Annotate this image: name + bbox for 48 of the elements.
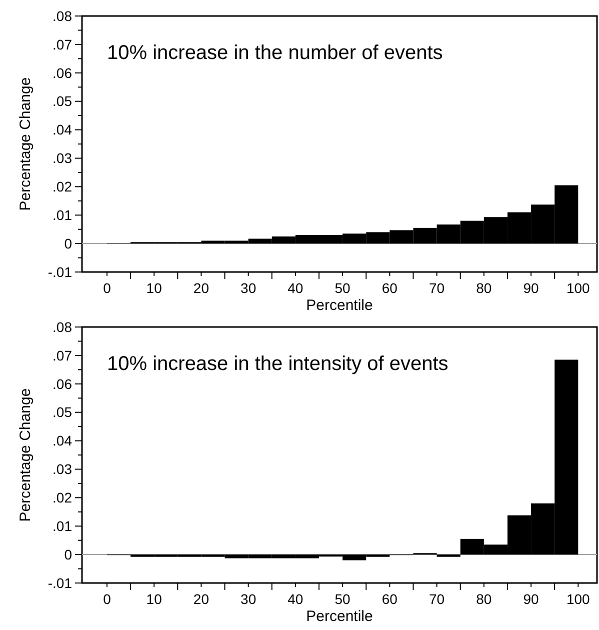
y-tick-label: .05 [52,404,72,420]
x-tick-label: 10 [146,280,162,296]
x-tick-label: 90 [523,280,540,296]
y-tick-label: .01 [52,207,72,224]
y-tick-label: -.01 [48,574,72,591]
x-tick-label: 50 [334,591,351,607]
y-tick-label: .08 [52,8,72,24]
x-tick-label: 20 [193,280,210,296]
y-tick-label: .01 [52,518,72,534]
y-tick-label: .02 [52,490,72,506]
y-tick-label: .06 [52,376,72,392]
y-tick-label: .07 [52,36,72,52]
x-tick-label: 20 [193,591,210,607]
x-tick-label: 80 [476,280,492,296]
y-tick-label: .04 [52,122,72,138]
x-tick-label: 70 [429,280,445,296]
y-tick-label: 0 [64,546,72,562]
x-tick-label: 40 [288,280,304,296]
x-tick-label: 60 [382,591,398,607]
x-tick-label: 50 [334,280,351,296]
y-tick-label: .02 [52,178,72,195]
x-tick-label: 70 [429,591,445,607]
x-tick-label: 30 [240,280,256,296]
y-tick-label: 0 [64,235,72,252]
x-tick-label: 100 [566,591,590,607]
x-axis-title: Percentile [306,297,373,314]
x-tick-label: 40 [288,591,304,607]
y-tick-label: .06 [52,64,72,81]
y-tick-label: .03 [52,461,72,478]
y-tick-label: -.01 [48,264,72,280]
y-tick-label: .08 [52,318,72,335]
y-tick-label: .07 [52,347,72,364]
x-axis-title: Percentile [306,608,373,625]
x-tick-label: 80 [476,591,492,607]
x-tick-label: 100 [566,280,590,296]
x-tick-label: 0 [103,591,112,607]
annotation: 10% increase in the intensity of events [107,353,448,375]
y-axis-title: Percentage Change [17,388,34,522]
y-tick-label: .03 [52,150,72,166]
y-axis-title: Percentage Change [17,77,34,211]
x-tick-label: 30 [240,591,256,607]
x-tick-label: 0 [103,280,112,296]
y-tick-label: .05 [52,93,72,110]
x-tick-label: 90 [523,591,540,607]
annotation: 10% increase in the number of events [107,42,443,64]
x-tick-label: 60 [382,280,398,296]
y-tick-label: .04 [52,432,72,449]
x-tick-label: 10 [146,591,162,607]
